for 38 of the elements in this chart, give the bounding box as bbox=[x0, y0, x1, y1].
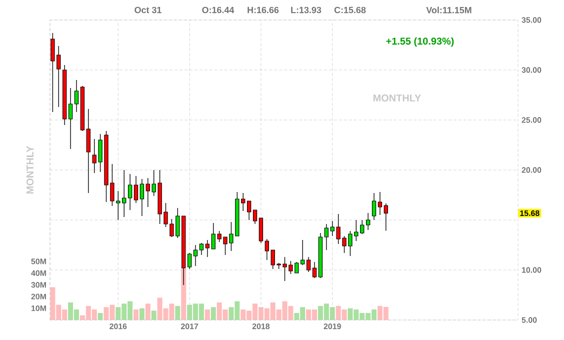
text: MONTHLY bbox=[26, 146, 34, 194]
candlestick bbox=[324, 224, 329, 250]
bar bbox=[98, 312, 103, 320]
text: O:16.44 bbox=[202, 6, 234, 14]
candlestick bbox=[384, 203, 388, 232]
candlestick bbox=[134, 176, 138, 204]
candlestick bbox=[187, 252, 192, 270]
candlestick bbox=[372, 192, 376, 220]
bar bbox=[204, 309, 210, 320]
bar bbox=[151, 310, 156, 320]
candlestick bbox=[312, 262, 317, 278]
text: H:16.66 bbox=[248, 6, 279, 14]
candlestick bbox=[264, 238, 270, 260]
candlestick bbox=[366, 212, 370, 230]
candlestick bbox=[74, 80, 79, 112]
candlestick bbox=[86, 108, 90, 194]
candlestick bbox=[205, 240, 210, 258]
candlestick bbox=[68, 88, 73, 150]
text: Oct 31 bbox=[134, 6, 162, 14]
bar bbox=[210, 307, 216, 320]
annotation: +1.55 (10.93%) bbox=[386, 37, 454, 47]
candlestick bbox=[306, 256, 311, 272]
text: Vol:11.15M bbox=[426, 6, 472, 14]
text: L:13.93 bbox=[291, 6, 322, 14]
bar bbox=[145, 304, 150, 320]
candlestick bbox=[246, 200, 252, 220]
candlestick bbox=[252, 210, 258, 224]
bar bbox=[139, 308, 144, 320]
bar bbox=[175, 306, 180, 320]
candlestick bbox=[258, 218, 264, 244]
candlestick bbox=[140, 178, 144, 216]
text: C:15.68 bbox=[334, 6, 366, 14]
candlestick bbox=[193, 244, 198, 266]
annotation: MONTHLY bbox=[374, 94, 422, 102]
candlestick bbox=[128, 174, 132, 210]
candlestick bbox=[378, 192, 382, 216]
bar bbox=[134, 309, 139, 320]
candlestick bbox=[199, 242, 204, 256]
